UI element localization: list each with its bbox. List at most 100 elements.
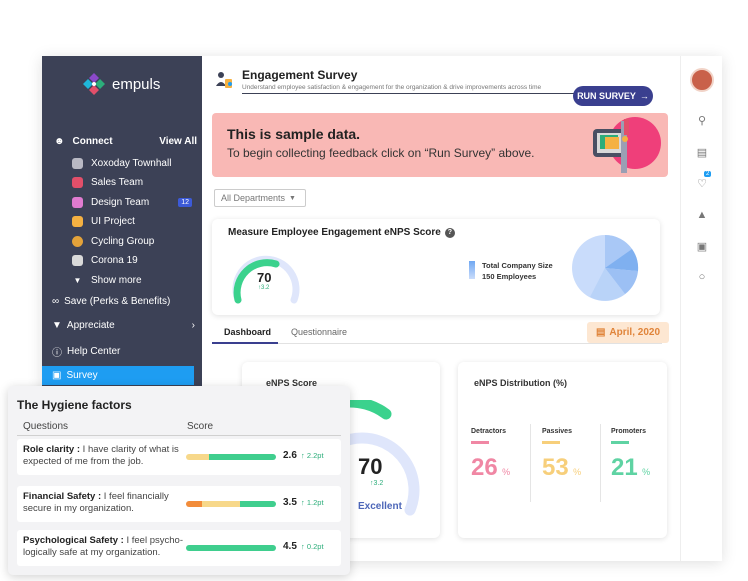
calendar-icon: ▤	[595, 327, 606, 338]
date-value: April, 2020	[609, 327, 661, 338]
nav-survey-label: Survey	[66, 370, 98, 381]
group-corona-19[interactable]: Corona 19	[72, 255, 192, 266]
active-tab-indicator	[212, 342, 278, 344]
detractors-value: 26	[471, 454, 498, 481]
group-cycling-group[interactable]: Cycling Group	[72, 236, 192, 247]
group-ui-project[interactable]: UI Project	[72, 216, 192, 227]
empuls-logo-icon	[82, 72, 106, 96]
score-bar	[186, 545, 276, 551]
unread-badge: 12	[178, 198, 192, 207]
group-sales-team[interactable]: Sales Team	[72, 177, 192, 188]
header-divider	[242, 93, 582, 94]
date-picker[interactable]: ▤ April, 2020	[587, 322, 669, 343]
question-body: I feel psycho-logically safe at my organ…	[23, 535, 183, 558]
tab-questionnaire[interactable]: Questionnaire	[291, 327, 348, 337]
run-survey-button[interactable]: RUN SURVEY →	[573, 86, 653, 106]
enps-overview-card: Measure Employee Engagement eNPS Score? …	[212, 219, 660, 315]
header-divider	[17, 435, 341, 436]
group-label: UI Project	[91, 216, 135, 227]
document-icon[interactable]: ▤	[696, 147, 708, 159]
show-more-button[interactable]: ▼ Show more	[72, 275, 192, 286]
department-select[interactable]: All Departments ▼	[214, 189, 306, 207]
logo[interactable]: empuls	[82, 72, 160, 96]
rocket-icon[interactable]: ▲	[696, 209, 708, 221]
banner-heading: This is sample data.	[227, 126, 361, 142]
score-value: 4.5	[283, 541, 297, 552]
enps-rating: Excellent	[358, 501, 402, 512]
enps-large-delta: ↑3.2	[370, 480, 384, 487]
app-window: empuls ☻ Connect View All Xoxoday Townhal…	[42, 56, 722, 561]
sidebar: empuls ☻ Connect View All Xoxoday Townhal…	[42, 56, 202, 396]
question-title: Role clarity :	[23, 444, 81, 455]
page-title: Engagement Survey	[242, 68, 358, 82]
enps-large-delta-value: 3.2	[373, 480, 384, 487]
score-delta-value: 2.2pt	[306, 451, 324, 460]
page-subtitle: Understand employee satisfaction & engag…	[242, 84, 542, 91]
nav-save[interactable]: ∞ Save (Perks & Benefits)	[52, 296, 195, 307]
distribution-divider-1	[530, 424, 531, 502]
distribution-detractors: Detractors 26 %	[471, 428, 526, 482]
people-icon: ☻	[54, 136, 65, 147]
caret-down-icon: ▼	[289, 194, 296, 202]
distribution-promoters: Promoters 21 %	[611, 428, 666, 482]
table-row: Role clarity : I have clarity of what is…	[17, 439, 341, 475]
group-xoxoday-townhall[interactable]: Xoxoday Townhall	[72, 158, 192, 169]
townhall-icon	[72, 158, 83, 169]
score-delta-value: 1.2pt	[306, 498, 324, 507]
table-row: Psychological Safety : I feel psycho-log…	[17, 530, 341, 566]
clipboard-icon[interactable]: ▣	[696, 241, 708, 253]
group-label: Sales Team	[91, 177, 144, 188]
ui-project-icon	[72, 216, 83, 227]
distribution-title: eNPS Distribution (%)	[474, 378, 568, 388]
help-circle-icon[interactable]: ?	[444, 227, 455, 238]
hygiene-factors-panel: The Hygiene factors Questions Score Role…	[8, 386, 350, 575]
search-icon[interactable]: ⚲	[697, 115, 707, 127]
company-size-label: Total Company Size	[482, 261, 553, 270]
company-size-value: 150 Employees	[482, 272, 537, 281]
right-rail: ⚲ ▤ ♡ 2 ▲ ▣ ○	[680, 56, 722, 561]
arrow-right-icon: →	[639, 91, 649, 101]
question-body: I feel financially secure in my organiza…	[23, 491, 169, 514]
small-gauge-icon	[230, 246, 302, 311]
question-body: I have clarity of what is expected of me…	[23, 444, 179, 467]
score-delta: ↑ 2.2pt	[301, 451, 324, 460]
view-all-link[interactable]: View All	[159, 136, 197, 147]
passives-label: Passives	[542, 428, 572, 435]
detractors-label: Detractors	[471, 428, 507, 435]
run-survey-label: RUN SURVEY	[577, 91, 636, 101]
chevron-down-icon: ▼	[73, 276, 82, 285]
link-icon: ∞	[52, 296, 60, 307]
passives-unit: %	[573, 467, 582, 477]
score-delta: ↑ 1.2pt	[301, 498, 324, 507]
score-bar	[186, 501, 276, 507]
enps-small-score: 70	[257, 270, 272, 285]
enps-distribution-card: eNPS Distribution (%) Detractors 26 % Pa…	[458, 362, 667, 538]
group-label: Design Team	[91, 197, 150, 208]
corona-icon	[72, 255, 83, 266]
mailbox-illustration-icon	[577, 115, 667, 180]
show-more-label: Show more	[91, 275, 142, 286]
company-pie-chart-icon	[570, 233, 640, 308]
enps-score-title: eNPS Score	[266, 378, 318, 388]
distribution-passives: Passives 53 %	[542, 428, 597, 482]
question-title: Financial Safety :	[23, 491, 102, 502]
nav-help-label: Help Center	[67, 346, 121, 357]
survey-tabs: Dashboard Questionnaire	[212, 322, 662, 344]
promoters-swatch	[611, 441, 629, 444]
enps-card-title: Measure Employee Engagement eNPS Score	[228, 227, 441, 238]
nav-help-center[interactable]: ⓘ Help Center	[52, 344, 195, 359]
enps-small-delta: ↑3.2	[258, 285, 270, 291]
group-design-team[interactable]: Design Team 12	[72, 197, 192, 208]
bell-icon[interactable]: ♡ 2	[697, 171, 712, 190]
nav-appreciate[interactable]: ▼ Appreciate ›	[52, 320, 195, 331]
nav-survey[interactable]: ▣ Survey	[42, 366, 194, 385]
score-delta: ↑ 0.2pt	[301, 542, 324, 551]
tab-dashboard[interactable]: Dashboard	[224, 327, 272, 337]
avatar[interactable]	[690, 68, 714, 92]
notification-badge: 2	[704, 171, 712, 177]
promoters-value: 21	[611, 454, 638, 481]
design-icon	[72, 197, 83, 208]
chat-icon[interactable]: ○	[698, 271, 706, 283]
question-text: Role clarity : I have clarity of what is…	[23, 444, 183, 468]
group-label: Corona 19	[91, 255, 138, 266]
